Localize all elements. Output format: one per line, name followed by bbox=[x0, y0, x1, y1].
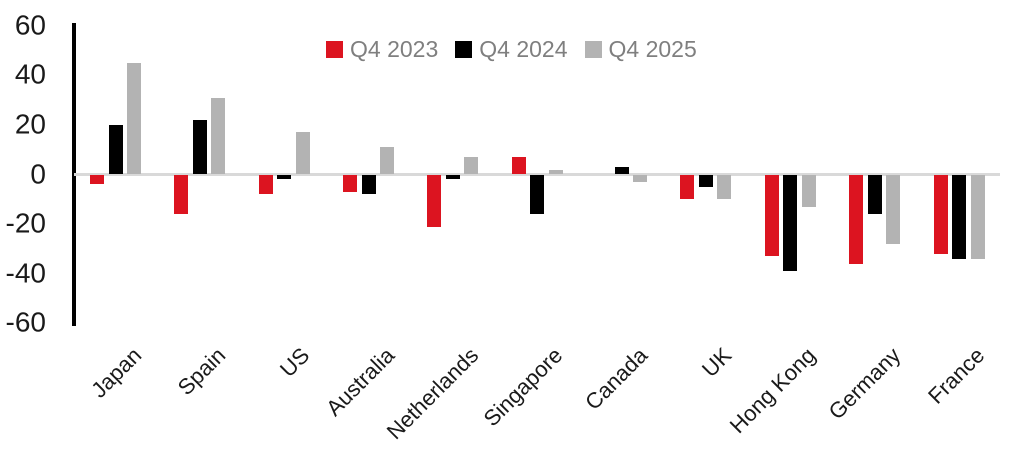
bar-q4-2025-netherlands bbox=[464, 157, 479, 175]
bar-q4-2023-germany bbox=[849, 174, 864, 264]
legend-label: Q4 2023 bbox=[350, 36, 439, 62]
x-category-label-germany: Germany bbox=[823, 342, 905, 425]
legend-item-q4-2024: Q4 2024 bbox=[455, 36, 568, 62]
bar-q4-2023-japan bbox=[90, 174, 104, 185]
bar-q4-2023-uk bbox=[680, 174, 695, 200]
x-category-label-france: France bbox=[923, 342, 990, 409]
bar-q4-2024-singapore bbox=[530, 174, 545, 215]
x-category-label-japan: Japan bbox=[85, 342, 146, 403]
legend-swatch-icon bbox=[326, 41, 343, 58]
legend-label: Q4 2024 bbox=[479, 36, 568, 62]
bar-q4-2025-uk bbox=[717, 174, 732, 200]
y-tick-label: -60 bbox=[5, 306, 46, 338]
bar-q4-2025-spain bbox=[211, 97, 226, 175]
bar-q4-2024-netherlands bbox=[445, 174, 460, 180]
bar-q4-2025-australia bbox=[380, 147, 395, 175]
bar-q4-2024-australia bbox=[361, 174, 376, 195]
bar-q4-2023-singapore bbox=[511, 157, 526, 175]
x-category-label-spain: Spain bbox=[172, 342, 231, 401]
bar-q4-2024-canada bbox=[614, 167, 629, 175]
legend-item-q4-2023: Q4 2023 bbox=[326, 38, 438, 61]
y-tick-label: 20 bbox=[14, 108, 46, 140]
bar-q4-2025-hong-kong bbox=[801, 174, 816, 207]
x-category-label-hong-kong: Hong Kong bbox=[725, 342, 821, 439]
bar-q4-2024-germany bbox=[867, 174, 882, 215]
legend-swatch-icon bbox=[455, 41, 473, 58]
y-tick-label: 0 bbox=[30, 157, 46, 189]
chart-legend: Q4 2023 Q4 2024 Q4 2025 bbox=[326, 38, 697, 61]
bar-q4-2024-france bbox=[952, 174, 966, 259]
bar-q4-2024-hong-kong bbox=[783, 174, 798, 272]
bar-q4-2025-singapore bbox=[548, 169, 563, 175]
bar-q4-2025-us bbox=[295, 132, 310, 175]
x-category-label-singapore: Singapore bbox=[478, 342, 568, 432]
y-tick-label: 60 bbox=[14, 8, 46, 40]
x-category-label-uk: UK bbox=[696, 342, 737, 382]
legend-item-q4-2025: Q4 2025 bbox=[584, 36, 697, 62]
bar-q4-2023-netherlands bbox=[427, 174, 442, 227]
x-category-label-us: US bbox=[275, 342, 315, 382]
bar-q4-2023-france bbox=[933, 174, 948, 254]
bar-q4-2023-australia bbox=[343, 174, 358, 192]
bar-q4-2025-france bbox=[970, 174, 985, 259]
bar-q4-2024-japan bbox=[108, 124, 123, 175]
bar-q4-2024-uk bbox=[698, 174, 713, 187]
bar-q4-2025-japan bbox=[127, 62, 141, 175]
y-tick-label: -40 bbox=[5, 257, 46, 289]
legend-swatch-icon bbox=[584, 41, 602, 58]
x-category-label-australia: Australia bbox=[320, 342, 399, 421]
y-tick-label: 40 bbox=[14, 58, 46, 90]
bar-q4-2023-spain bbox=[174, 174, 189, 215]
y-tick-label: -20 bbox=[5, 207, 46, 239]
bar-q4-2024-us bbox=[277, 174, 292, 180]
bar-q4-2023-us bbox=[258, 174, 273, 195]
bar-q4-2025-germany bbox=[886, 174, 901, 245]
x-category-label-canada: Canada bbox=[579, 342, 652, 415]
bar-q4-2025-canada bbox=[633, 174, 648, 182]
bar-q4-2023-hong-kong bbox=[764, 174, 779, 257]
legend-label: Q4 2025 bbox=[608, 36, 697, 62]
bar-q4-2024-spain bbox=[192, 119, 207, 175]
